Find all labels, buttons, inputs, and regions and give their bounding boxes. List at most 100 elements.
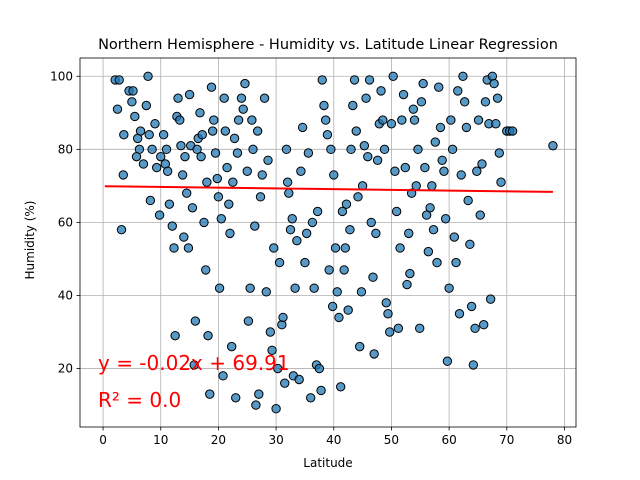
- data-point: [202, 177, 212, 187]
- data-point: [183, 243, 194, 253]
- data-point: [492, 93, 503, 103]
- data-point: [158, 130, 169, 140]
- data-point: [135, 126, 146, 136]
- x-tick-label: 80: [557, 433, 572, 447]
- data-point: [480, 97, 491, 107]
- y-tick-label: 60: [58, 215, 73, 229]
- data-point: [379, 144, 390, 155]
- data-point: [169, 243, 179, 253]
- data-point: [287, 214, 297, 224]
- axes: 0 10 20 30 40 50 60 70 80 20 40 60 80 100: [50, 57, 577, 447]
- data-point: [294, 374, 304, 385]
- data-point: [118, 170, 128, 180]
- data-point: [390, 166, 400, 176]
- data-point: [176, 140, 186, 151]
- data-point: [216, 214, 227, 224]
- data-point: [446, 115, 456, 125]
- data-point: [167, 221, 177, 231]
- data-point: [548, 140, 558, 151]
- data-point: [416, 97, 427, 107]
- data-point: [317, 75, 327, 85]
- data-point: [152, 162, 162, 173]
- data-point: [442, 356, 453, 366]
- data-point: [372, 155, 383, 165]
- data-point: [206, 82, 217, 92]
- data-point: [250, 221, 260, 231]
- data-point: [386, 119, 397, 129]
- data-point: [282, 177, 293, 187]
- data-point: [273, 363, 283, 374]
- data-point: [507, 126, 518, 136]
- data-point: [177, 170, 188, 180]
- data-point: [145, 195, 156, 206]
- x-tick-label: 20: [211, 433, 226, 447]
- data-point: [453, 86, 463, 96]
- data-point: [197, 130, 207, 140]
- data-point: [359, 140, 370, 151]
- data-point: [175, 115, 185, 125]
- data-point: [320, 115, 331, 125]
- data-point: [405, 268, 415, 279]
- data-point: [170, 330, 180, 341]
- data-point: [463, 195, 473, 206]
- y-tick-label: 80: [58, 142, 73, 156]
- data-point: [351, 126, 361, 136]
- data-point: [238, 104, 248, 114]
- data-point: [309, 283, 319, 293]
- data-point: [334, 312, 344, 323]
- data-point: [324, 265, 334, 275]
- data-point: [451, 257, 461, 268]
- data-point: [184, 89, 195, 100]
- data-point: [210, 148, 221, 158]
- data-point: [181, 188, 192, 198]
- data-point: [192, 144, 202, 155]
- data-point: [402, 279, 412, 290]
- data-point: [327, 301, 338, 312]
- data-point: [195, 108, 205, 118]
- data-point: [400, 162, 410, 173]
- data-point: [226, 341, 237, 352]
- data-point: [305, 393, 316, 403]
- data-point: [393, 323, 404, 334]
- data-point: [339, 265, 349, 275]
- data-point: [212, 173, 222, 184]
- data-point: [245, 283, 255, 293]
- y-tick-label: 100: [50, 69, 73, 83]
- data-point: [312, 206, 323, 217]
- data-point: [398, 89, 409, 100]
- x-tick-label: 40: [326, 433, 341, 447]
- data-point: [440, 214, 451, 224]
- data-point: [381, 298, 391, 308]
- data-point: [265, 327, 276, 337]
- data-point: [278, 312, 288, 323]
- data-point: [292, 235, 302, 246]
- data-point: [411, 181, 421, 191]
- regression-equation-annotation: y = -0.02x + 69.91: [98, 351, 290, 375]
- data-point: [127, 97, 137, 107]
- data-point: [437, 155, 447, 165]
- data-point: [201, 265, 211, 275]
- data-point: [162, 166, 173, 176]
- data-point: [240, 78, 250, 89]
- data-point: [408, 104, 419, 114]
- data-point: [229, 133, 240, 144]
- data-point: [461, 122, 472, 133]
- data-point: [141, 100, 152, 111]
- data-point: [219, 93, 229, 103]
- data-point: [143, 71, 153, 81]
- data-point: [409, 115, 420, 125]
- data-point: [363, 151, 373, 162]
- data-point: [180, 151, 190, 162]
- data-point: [319, 100, 329, 111]
- data-point: [477, 159, 487, 169]
- data-point: [112, 104, 123, 114]
- data-point: [247, 115, 257, 125]
- data-point: [428, 225, 439, 235]
- data-point: [303, 148, 314, 158]
- data-point: [225, 228, 235, 239]
- data-point: [214, 283, 225, 293]
- data-point: [236, 93, 247, 103]
- data-point: [391, 206, 402, 217]
- data-point: [300, 257, 310, 268]
